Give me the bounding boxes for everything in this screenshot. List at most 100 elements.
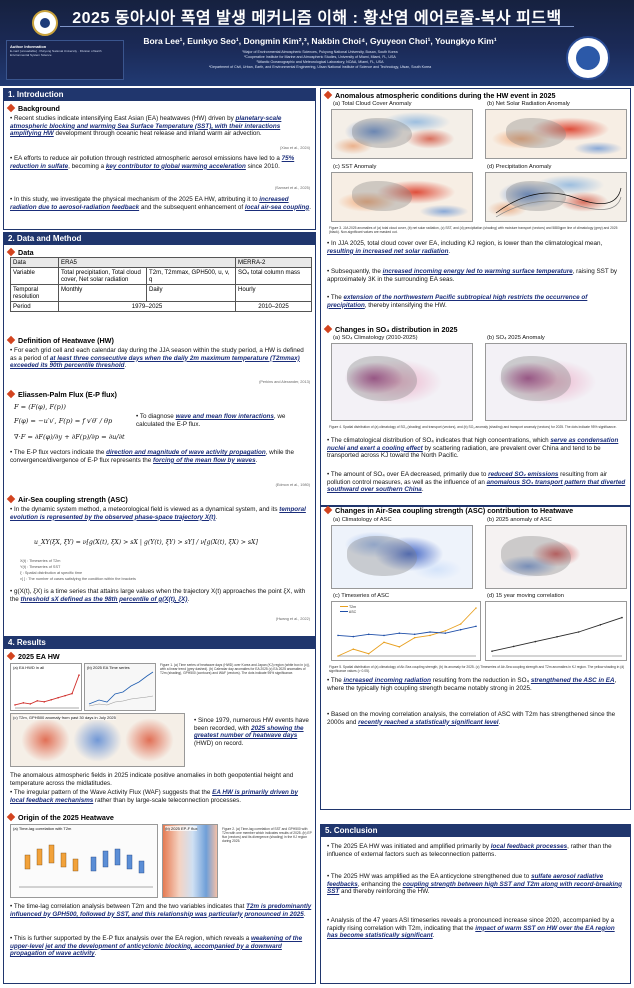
- data-point: [556, 636, 558, 638]
- text-run: resulting from the reduction in SO₄: [430, 677, 531, 684]
- table-cell: Hourly: [235, 284, 312, 302]
- anomaly-paragraph-1: • In JJA 2025, total cloud cover over EA…: [327, 240, 603, 255]
- data-point: [459, 628, 462, 631]
- author-info-box: Author Information E-mail: [unreadable] …: [6, 40, 124, 80]
- highlighted-phrase: recently reached a statistically signifi…: [358, 718, 499, 726]
- highlighted-phrase: extension of the northwestern Pacific su…: [327, 294, 588, 309]
- heatwave-definition-heading: Definition of Heatwave (HW): [6, 335, 114, 345]
- table-cell: T2m, T2mmax, GPH500, u, v, q: [146, 267, 236, 285]
- hwd-timeseries-chart: [14, 674, 80, 709]
- right-column: Anomalous atmospheric conditions during …: [320, 88, 631, 984]
- data-point: [29, 703, 32, 705]
- boxplot-box: [24, 854, 31, 870]
- text-run: To diagnose: [139, 413, 176, 420]
- data-point: [444, 632, 447, 634]
- citation: (Edmon et al., 1980): [275, 483, 310, 487]
- text-run: The 2025 EA HW was initiated and amplifi…: [330, 843, 491, 850]
- ep-description: • The E-P flux vectors indicate the dire…: [10, 449, 295, 464]
- highlighted-phrase: local feedback processes: [490, 843, 568, 850]
- 2025-heatwave-heading: 2025 EA HW: [6, 651, 60, 661]
- highlighted-phrase: increased radiation due to aerosol-radia…: [10, 196, 289, 211]
- ep-equation-2: F(φ) = −u′v′, F(p) = f v′θ′ / θp: [14, 417, 113, 425]
- table-cell: Data: [10, 257, 59, 268]
- results-right-panel: Anomalous atmospheric conditions during …: [320, 88, 631, 506]
- table-cell: 1979–2025: [58, 301, 236, 312]
- highlighted-phrase: wave and mean flow interactions: [175, 413, 274, 420]
- results-left-panel: 4. Results 2025 EA HW (a) EA HWD in all …: [3, 636, 316, 984]
- text-run: , raising SST by approximately 3K in the…: [327, 268, 618, 283]
- highlighted-phrase: increased incoming radiation: [343, 677, 431, 684]
- net-solar-radiation-map: [485, 109, 627, 159]
- land-mask: [506, 118, 566, 148]
- highlighted-phrase: anomalous SO₄ transport pattern that div…: [327, 478, 626, 494]
- table-cell: SO₄ total column mass: [235, 267, 312, 285]
- text-run: , where the typically high coupling stre…: [327, 677, 617, 692]
- highlighted-phrase: strengthened the ASC in EA: [530, 677, 615, 684]
- text-run: EA efforts to reduce air pollution throu…: [13, 155, 282, 162]
- text-run: by scattering radiation, are prevalent o…: [327, 444, 601, 460]
- introduction-panel: 1. Introduction Background • Recent stud…: [3, 88, 316, 230]
- lag-correlation-boxplot: [19, 844, 153, 888]
- affiliation: ²Cooperative Institute for Marine and At…: [244, 55, 396, 59]
- text-run: (HWD) on record.: [194, 740, 244, 748]
- text-run: Since 1979, numerous HW events have been…: [194, 717, 309, 732]
- section-header: 5. Conclusion: [321, 825, 630, 837]
- bullet-diamond-icon: [6, 247, 16, 257]
- highlighted-phrase: key contributor to global warming accele…: [105, 162, 246, 170]
- figure-panel-label: (b) 2025 EA Time series: [87, 665, 130, 670]
- so4-climatology-map: [331, 343, 473, 421]
- text-run: Analysis of the 47 years ASI timeseries …: [327, 917, 615, 932]
- text-run: Based on the moving correlation analysis…: [327, 711, 616, 726]
- figure-panel-label: (c) T2m, GPH500 anomaly from past 30 day…: [13, 715, 116, 720]
- text-run: The time-lag correlation analysis betwee…: [13, 903, 247, 910]
- text-run: In JJA 2025, total cloud cover over EA, …: [330, 240, 603, 247]
- citation: (Samset et al., 2025): [274, 186, 310, 190]
- data-point: [599, 624, 602, 626]
- asc-timeseries-chart: [337, 607, 477, 657]
- results-paragraph-3: • The time-lag correlation analysis betw…: [10, 903, 312, 918]
- land-mask: [352, 118, 412, 148]
- table-cell: Period: [10, 301, 59, 312]
- data-point: [64, 694, 66, 697]
- so4-paragraph-1: • The climatological distribution of SO₄…: [327, 437, 619, 460]
- figure-panel-label: (d) Precipitation Anomaly: [487, 164, 552, 170]
- text-run: For each grid cell and each calendar day…: [10, 347, 304, 362]
- land-mask: [347, 356, 417, 401]
- asc-note: Y(t) : Timeseries of SST: [20, 565, 61, 569]
- text-run: .: [309, 203, 311, 211]
- boxplot-box: [48, 844, 55, 864]
- asc-climatology-map: [331, 525, 473, 589]
- heatwave-definition-text: • For each grid cell and each calendar d…: [10, 347, 304, 370]
- data-point: [413, 633, 416, 636]
- table-cell: Total precipitation, Total cloud cover, …: [58, 267, 147, 285]
- data-point: [413, 636, 416, 639]
- highlighted-phrase: sulfate aerosol radiative feedbacks: [327, 873, 604, 888]
- highlighted-phrase: coupling strength between high SST and T…: [327, 880, 622, 896]
- data-point: [444, 630, 447, 632]
- data-point: [534, 640, 537, 643]
- text-run: , while the convergence/divergence of E-…: [10, 449, 295, 464]
- highlighted-phrase: direction and magnitude of wave activity…: [106, 449, 266, 456]
- moisture-vectors: [495, 187, 622, 218]
- figure-1-caption: Figure 1. (a) Time series of heatwave da…: [160, 663, 310, 675]
- moving-correlation-chart: [491, 616, 623, 657]
- author-list: Bora Lee¹, Eunkyo Seo¹, Dongmin Kim²,³, …: [143, 36, 497, 46]
- figure-panel-label: (b) 2025 anomaly of ASC: [487, 517, 552, 523]
- so4-heading: Changes in SO₄ distribution in 2025: [323, 324, 457, 334]
- background-heading: Background: [6, 103, 60, 113]
- citation: (Hwang et al., 2022): [275, 617, 310, 621]
- data-point: [57, 696, 59, 699]
- bullet-diamond-icon: [6, 103, 16, 113]
- figure-panel-label: (c) SST Anomaly: [333, 164, 377, 170]
- data-point: [50, 698, 52, 701]
- results-paragraph-1: The anomalous atmospheric fields in 2025…: [10, 772, 294, 787]
- cloud-cover-map: [331, 109, 473, 159]
- highlighted-phrase: local air-sea coupling: [244, 203, 310, 211]
- highlighted-phrase: temporal evolution is represented by the…: [10, 506, 306, 521]
- figure-2-caption: Figure 2. (a) Time-lag correlation of SS…: [222, 827, 312, 843]
- climatology-line: [88, 695, 154, 707]
- figure-panel-label: (d) 15 year moving correlation: [487, 593, 565, 599]
- land-mask: [501, 356, 571, 401]
- highlighted-phrase: impact of warm SST on HW over the EA reg…: [327, 924, 615, 940]
